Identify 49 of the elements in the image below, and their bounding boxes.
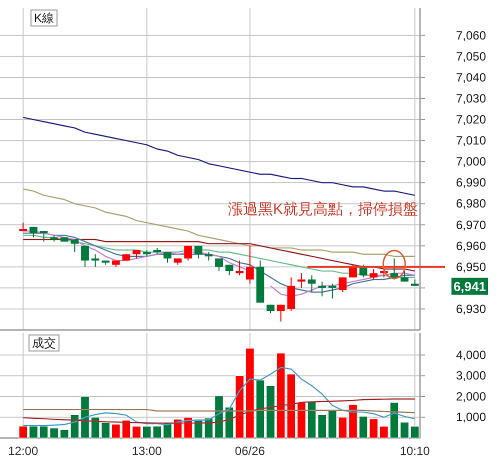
candlestick bbox=[338, 276, 347, 293]
candlestick bbox=[81, 245, 89, 268]
chart-title: K線 bbox=[34, 11, 54, 25]
x-tick-label: 10:10 bbox=[400, 444, 430, 458]
candlestick bbox=[328, 283, 336, 299]
y-tick-label: 7,020 bbox=[456, 112, 486, 127]
candlestick bbox=[308, 274, 316, 293]
y-tick-label: 6,950 bbox=[456, 260, 486, 274]
y-tick-label: 2,000 bbox=[456, 390, 486, 404]
candlestick bbox=[390, 258, 398, 280]
candlestick bbox=[236, 260, 244, 276]
y-tick-label: 6,990 bbox=[456, 176, 486, 190]
candlestick bbox=[194, 245, 202, 259]
y-tick-label: 7,050 bbox=[456, 49, 486, 64]
candlestick bbox=[91, 254, 100, 268]
chart-title: 成交 bbox=[32, 336, 56, 350]
y-tick-label: 7,030 bbox=[456, 91, 486, 106]
x-tick-label: 12:00 bbox=[8, 444, 38, 458]
y-tick-label: 7,000 bbox=[456, 154, 486, 169]
candlestick bbox=[184, 245, 192, 262]
y-tick-label: 3,000 bbox=[456, 368, 486, 383]
y-tick-label: 6,970 bbox=[456, 218, 486, 232]
y-tick-label: 7,060 bbox=[456, 28, 486, 42]
y-tick-label: 6,980 bbox=[456, 196, 486, 211]
x-tick-label: 06/26 bbox=[234, 444, 266, 458]
candlestick bbox=[318, 281, 326, 297]
line-series bbox=[22, 188, 416, 257]
line-series bbox=[22, 366, 416, 426]
y-tick-label: 7,010 bbox=[456, 134, 486, 148]
y-tick-label: 6,930 bbox=[456, 302, 486, 316]
candlestick bbox=[370, 268, 378, 280]
y-tick-label: 6,960 bbox=[456, 238, 486, 253]
candlestick bbox=[276, 304, 285, 322]
candlestick bbox=[215, 258, 223, 272]
candlestick bbox=[349, 264, 357, 278]
candlestick bbox=[70, 239, 79, 253]
y-tick-label: 4,000 bbox=[456, 348, 486, 362]
line-series bbox=[22, 398, 416, 424]
annotation: 漲過黑K就見高點，掃停損盤 bbox=[228, 201, 418, 218]
y-tick-label: 1,000 bbox=[456, 410, 486, 424]
candlestick bbox=[164, 252, 172, 264]
line-series bbox=[22, 116, 416, 196]
candlestick bbox=[246, 245, 254, 284]
annotation: 6,941 bbox=[453, 278, 486, 294]
x-tick-label: 13:00 bbox=[132, 444, 162, 458]
candlestick bbox=[287, 276, 296, 312]
candlestick bbox=[298, 272, 306, 288]
candlestick bbox=[40, 230, 48, 242]
y-tick-label: 7,040 bbox=[456, 70, 486, 84]
